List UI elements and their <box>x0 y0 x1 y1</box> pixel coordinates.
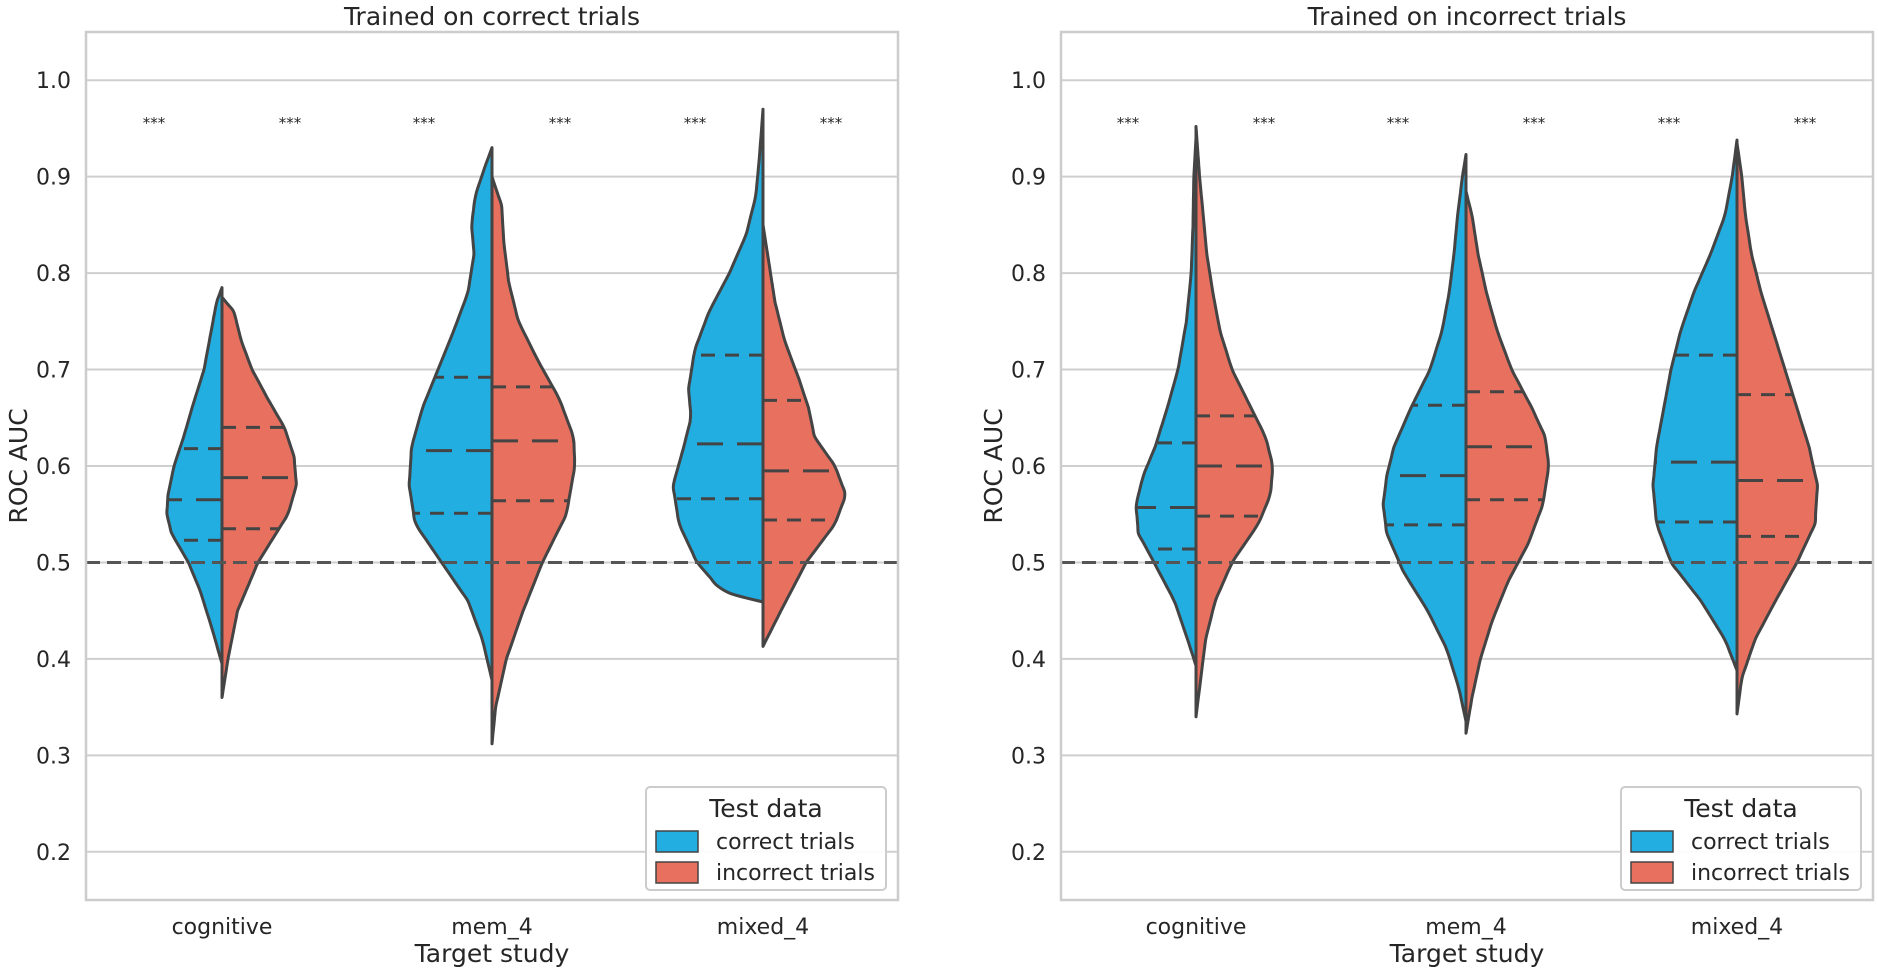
legend-entry: incorrect trials <box>1691 861 1850 886</box>
y-tick-label: 0.6 <box>1011 455 1046 480</box>
y-tick-label: 0.4 <box>36 648 71 673</box>
y-tick-label: 1.0 <box>1011 69 1046 94</box>
significance-label: *** <box>684 114 707 132</box>
y-tick-label: 0.5 <box>1011 551 1046 576</box>
violin-cognitive: *** *** <box>1117 114 1276 719</box>
x-tick-label: mem_4 <box>451 915 532 940</box>
legend-swatch <box>1630 830 1674 853</box>
y-tick-label: 0.3 <box>1011 744 1046 769</box>
legend: Test data correct trials incorrect trials <box>1620 786 1862 891</box>
y-tick-label: 0.8 <box>1011 262 1046 287</box>
y-tick-label: 0.7 <box>1011 359 1046 384</box>
significance-label: *** <box>1523 114 1546 132</box>
x-tick-label: mixed_4 <box>1691 915 1783 940</box>
violin-cognitive: *** *** <box>143 114 302 699</box>
legend-box <box>645 786 887 891</box>
panel-title: Trained on correct trials <box>343 2 640 31</box>
y-tick-label: 0.9 <box>1011 166 1046 191</box>
x-tick-label: cognitive <box>172 915 273 940</box>
violin-half-correct <box>165 286 224 666</box>
violin-half-incorrect <box>1194 125 1274 719</box>
axes-frame <box>84 30 900 902</box>
x-tick-label: cognitive <box>1146 915 1247 940</box>
y-tick-label: 0.8 <box>36 262 71 287</box>
significance-label: *** <box>1387 114 1410 132</box>
y-axis-label: ROC AUC <box>979 408 1008 523</box>
significance-label: *** <box>549 114 572 132</box>
violin-half-correct <box>671 107 765 604</box>
axes-frame <box>1059 30 1875 902</box>
significance-label: *** <box>413 114 436 132</box>
legend-swatch <box>1630 861 1674 884</box>
legend-title: Test data <box>708 794 823 823</box>
significance-label: *** <box>143 114 166 132</box>
x-tick-label: mixed_4 <box>717 915 809 940</box>
significance-label: *** <box>1658 114 1681 132</box>
significance-label: *** <box>1253 114 1276 132</box>
violin-mixed_4: *** *** <box>671 107 847 648</box>
violin-mem_4: *** *** <box>407 114 577 746</box>
violin-half-correct <box>407 146 494 682</box>
y-tick-label: 0.9 <box>36 166 71 191</box>
panel-title: Trained on incorrect trials <box>1307 2 1627 31</box>
y-tick-label: 0.6 <box>36 455 71 480</box>
panel-1: 0.2 0.3 0.4 0.5 0.6 0.7 0.8 0.9 1.0 *** *** cogniti… <box>4 2 900 968</box>
violin-half-incorrect <box>761 223 847 648</box>
y-axis-label: ROC AUC <box>4 408 33 523</box>
y-tick-label: 0.3 <box>36 744 71 769</box>
legend-entry: correct trials <box>1691 830 1830 855</box>
x-tick-label: mem_4 <box>1425 915 1506 940</box>
violin-half-correct <box>1381 153 1468 724</box>
violin-half-incorrect <box>1464 189 1550 735</box>
significance-label: *** <box>820 114 843 132</box>
legend-entry: correct trials <box>716 830 855 855</box>
x-axis-label: Target study <box>1389 939 1545 968</box>
y-tick-label: 0.7 <box>36 359 71 384</box>
violin-half-incorrect <box>490 175 577 746</box>
legend-entry: incorrect trials <box>716 861 875 886</box>
significance-label: *** <box>1794 114 1817 132</box>
y-tick-label: 0.2 <box>36 841 71 866</box>
violin-mem_4: *** *** <box>1381 114 1550 735</box>
violin-half-incorrect <box>220 295 298 699</box>
violin-half-correct <box>1134 136 1198 668</box>
y-tick-label: 1.0 <box>36 69 71 94</box>
legend-swatch <box>655 861 699 884</box>
violin-mixed_4: *** *** <box>1651 114 1819 716</box>
y-tick-label: 0.2 <box>1011 841 1046 866</box>
violin-half-correct <box>1651 138 1739 672</box>
y-tick-label: 0.4 <box>1011 648 1046 673</box>
panel-2: 0.2 0.3 0.4 0.5 0.6 0.7 0.8 0.9 1.0 *** *** cogniti… <box>979 2 1875 968</box>
x-axis-label: Target study <box>414 939 570 968</box>
y-tick-label: 0.5 <box>36 551 71 576</box>
significance-label: *** <box>279 114 302 132</box>
legend-title: Test data <box>1683 794 1798 823</box>
significance-label: *** <box>1117 114 1140 132</box>
legend-box <box>1620 786 1862 891</box>
legend: Test data correct trials incorrect trials <box>645 786 887 891</box>
violin-half-incorrect <box>1735 141 1819 716</box>
legend-swatch <box>655 830 699 853</box>
